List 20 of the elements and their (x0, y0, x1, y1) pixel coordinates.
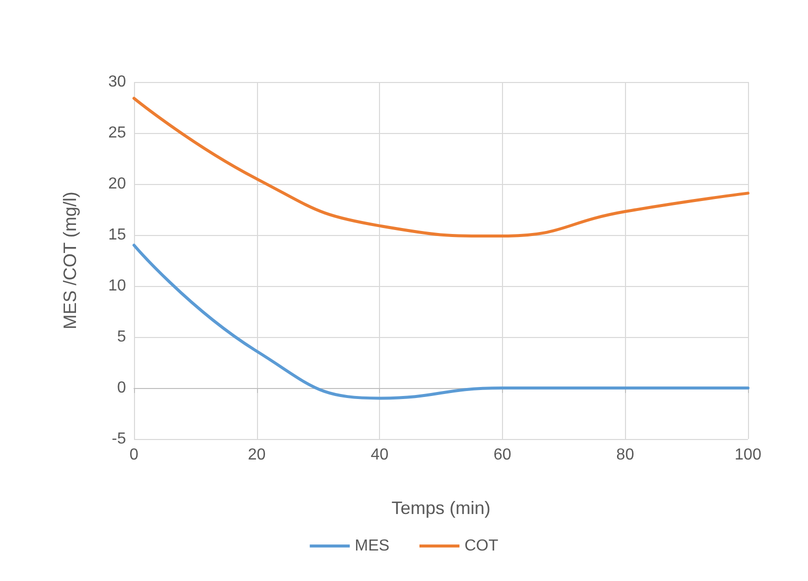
y-tick-label: 20 (108, 176, 126, 192)
y-tick-label: -5 (112, 430, 126, 448)
x-axis-title: Temps (min) (391, 498, 491, 518)
x-tick-label: 20 (248, 446, 266, 464)
x-tick-label: 60 (494, 446, 512, 464)
x-tick-label: 40 (370, 446, 389, 464)
y-tick-label: 15 (108, 226, 126, 244)
legend-label: MES (354, 538, 390, 554)
line-series (132, 244, 750, 400)
x-tick-label: 0 (130, 446, 139, 464)
x-tick-label: 80 (616, 446, 634, 464)
y-tick-label: 25 (108, 124, 126, 142)
y-tick-label: 0 (117, 380, 126, 396)
y-tick-label: 5 (117, 328, 126, 346)
y-axis-title: MES /COT (mg/l) (60, 192, 80, 330)
x-tick-label: 100 (734, 446, 762, 464)
y-tick-label: 10 (108, 278, 126, 294)
legend-label: COT (464, 538, 498, 554)
y-tick-label: 30 (108, 74, 126, 90)
line-series (132, 96, 750, 238)
